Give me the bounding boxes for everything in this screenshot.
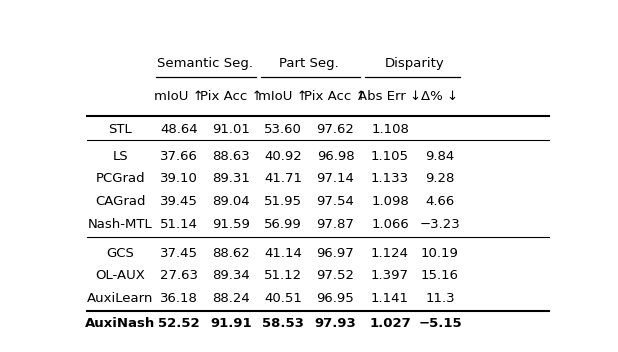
Text: 40.92: 40.92 — [265, 150, 302, 163]
Text: 51.12: 51.12 — [265, 269, 302, 282]
Text: 9.28: 9.28 — [425, 172, 455, 186]
Text: LS: LS — [112, 150, 128, 163]
Text: 39.10: 39.10 — [160, 172, 198, 186]
Text: Nash-MTL: Nash-MTL — [88, 218, 153, 231]
Text: Semantic Seg.: Semantic Seg. — [157, 57, 253, 70]
Text: OL-AUX: OL-AUX — [95, 269, 145, 282]
Text: 1.027: 1.027 — [369, 317, 411, 330]
Text: 56.99: 56.99 — [265, 218, 302, 231]
Text: 39.45: 39.45 — [160, 195, 198, 208]
Text: 1.098: 1.098 — [371, 195, 409, 208]
Text: AuxiLearn: AuxiLearn — [87, 292, 153, 305]
Text: 96.97: 96.97 — [316, 247, 354, 260]
Text: −3.23: −3.23 — [420, 218, 460, 231]
Text: 37.66: 37.66 — [160, 150, 198, 163]
Text: CAGrad: CAGrad — [95, 195, 146, 208]
Text: 88.24: 88.24 — [212, 292, 250, 305]
Text: 36.18: 36.18 — [160, 292, 198, 305]
Text: 89.34: 89.34 — [212, 269, 250, 282]
Text: 97.52: 97.52 — [316, 269, 355, 282]
Text: 91.01: 91.01 — [212, 123, 250, 136]
Text: Δ% ↓: Δ% ↓ — [421, 90, 459, 103]
Text: 91.91: 91.91 — [210, 317, 252, 330]
Text: GCS: GCS — [106, 247, 134, 260]
Text: 1.105: 1.105 — [371, 150, 409, 163]
Text: 10.19: 10.19 — [421, 247, 459, 260]
Text: 96.95: 96.95 — [316, 292, 354, 305]
Text: 27.63: 27.63 — [160, 269, 198, 282]
Text: 51.14: 51.14 — [160, 218, 198, 231]
Text: 15.16: 15.16 — [421, 269, 459, 282]
Text: 1.066: 1.066 — [371, 218, 409, 231]
Text: PCGrad: PCGrad — [96, 172, 145, 186]
Text: Disparity: Disparity — [385, 57, 445, 70]
Text: 9.84: 9.84 — [425, 150, 455, 163]
Text: 51.95: 51.95 — [265, 195, 302, 208]
Text: Abs Err ↓: Abs Err ↓ — [358, 90, 421, 103]
Text: 1.133: 1.133 — [371, 172, 409, 186]
Text: 41.71: 41.71 — [265, 172, 302, 186]
Text: 97.93: 97.93 — [315, 317, 357, 330]
Text: AuxiNash: AuxiNash — [85, 317, 156, 330]
Text: 4.66: 4.66 — [425, 195, 455, 208]
Text: Pix Acc ↑: Pix Acc ↑ — [304, 90, 367, 103]
Text: mIoU ↑: mIoU ↑ — [258, 90, 308, 103]
Text: −5.15: −5.15 — [418, 317, 462, 330]
Text: 52.52: 52.52 — [158, 317, 200, 330]
Text: 89.04: 89.04 — [212, 195, 250, 208]
Text: Pix Acc ↑: Pix Acc ↑ — [200, 90, 263, 103]
Text: 41.14: 41.14 — [265, 247, 302, 260]
Text: 97.87: 97.87 — [316, 218, 354, 231]
Text: 96.98: 96.98 — [316, 150, 354, 163]
Text: 37.45: 37.45 — [160, 247, 198, 260]
Text: 97.62: 97.62 — [316, 123, 354, 136]
Text: 48.64: 48.64 — [160, 123, 198, 136]
Text: 89.31: 89.31 — [212, 172, 250, 186]
Text: 1.124: 1.124 — [371, 247, 409, 260]
Text: 58.53: 58.53 — [262, 317, 304, 330]
Text: 88.63: 88.63 — [212, 150, 250, 163]
Text: 97.54: 97.54 — [316, 195, 354, 208]
Text: 88.62: 88.62 — [212, 247, 250, 260]
Text: 53.60: 53.60 — [265, 123, 302, 136]
Text: 1.397: 1.397 — [371, 269, 409, 282]
Text: 97.14: 97.14 — [316, 172, 354, 186]
Text: 11.3: 11.3 — [425, 292, 455, 305]
Text: mIoU ↑: mIoU ↑ — [154, 90, 204, 103]
Text: 40.51: 40.51 — [265, 292, 302, 305]
Text: STL: STL — [109, 123, 132, 136]
Text: 1.141: 1.141 — [371, 292, 409, 305]
Text: 1.108: 1.108 — [371, 123, 409, 136]
Text: Part Seg.: Part Seg. — [279, 57, 339, 70]
Text: 91.59: 91.59 — [212, 218, 250, 231]
